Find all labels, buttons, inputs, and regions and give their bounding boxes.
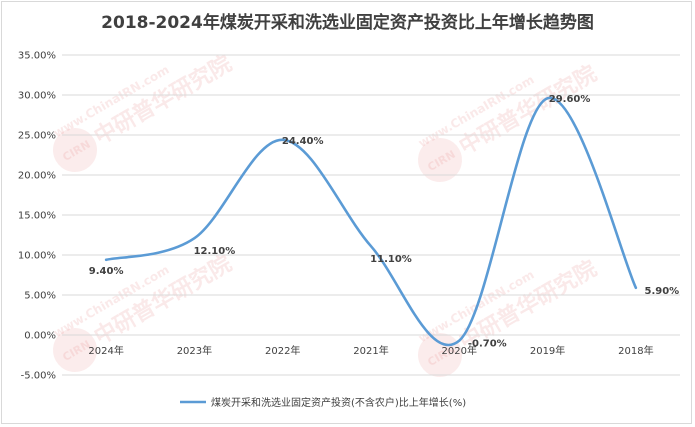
y-tick-label: 20.00% bbox=[18, 171, 56, 182]
x-tick-label: 2023年 bbox=[177, 344, 212, 357]
x-tick-label: 2018年 bbox=[618, 344, 653, 357]
y-tick-label: -5.00% bbox=[21, 371, 56, 382]
y-tick-label: 30.00% bbox=[18, 91, 56, 102]
x-tick-label: 2020年 bbox=[442, 344, 477, 357]
grid-lines bbox=[62, 54, 680, 376]
y-tick-label: 0.00% bbox=[24, 331, 56, 342]
data-label: -0.70% bbox=[468, 339, 507, 350]
legend: 煤炭开采和洗选业固定资产投资(不含农户)比上年增长(%) bbox=[180, 396, 466, 409]
y-tick-label: 10.00% bbox=[18, 251, 56, 262]
x-tick-label: 2022年 bbox=[265, 344, 300, 357]
x-tick-label: 2019年 bbox=[530, 344, 565, 357]
data-label: 5.90% bbox=[645, 286, 680, 297]
chart-title: 2018-2024年煤炭开采和洗选业固定资产投资比上年增长趋势图 bbox=[101, 13, 594, 33]
watermark-logo bbox=[53, 328, 97, 372]
y-tick-label: 5.00% bbox=[24, 291, 56, 302]
y-tick-label: 35.00% bbox=[18, 51, 56, 62]
x-tick-label: 2024年 bbox=[88, 344, 123, 357]
y-tick-label: 25.00% bbox=[18, 131, 56, 142]
data-label: 12.10% bbox=[194, 246, 236, 257]
y-tick-label: 15.00% bbox=[18, 211, 56, 222]
data-label: 11.10% bbox=[370, 254, 412, 265]
legend-label: 煤炭开采和洗选业固定资产投资(不含农户)比上年增长(%) bbox=[211, 396, 466, 409]
data-label: 24.40% bbox=[282, 136, 324, 147]
series-line bbox=[104, 96, 638, 347]
y-axis-ticks: -5.00% 0.00% 5.00% 10.00% 15.00% 20.00% 25.00%… bbox=[18, 51, 56, 382]
watermark-logo bbox=[418, 138, 462, 182]
x-tick-label: 2021年 bbox=[353, 344, 388, 357]
watermark-logo bbox=[53, 128, 97, 172]
data-label: 29.60% bbox=[549, 94, 591, 105]
data-labels: 9.40% 12.10% 24.40% 11.10% -0.70% 29.60% 5.90% bbox=[89, 94, 679, 349]
data-label: 9.40% bbox=[89, 266, 124, 277]
x-axis-ticks: 2024年 2023年 2022年 2021年 2020年 2019年 2018年 bbox=[88, 344, 653, 357]
